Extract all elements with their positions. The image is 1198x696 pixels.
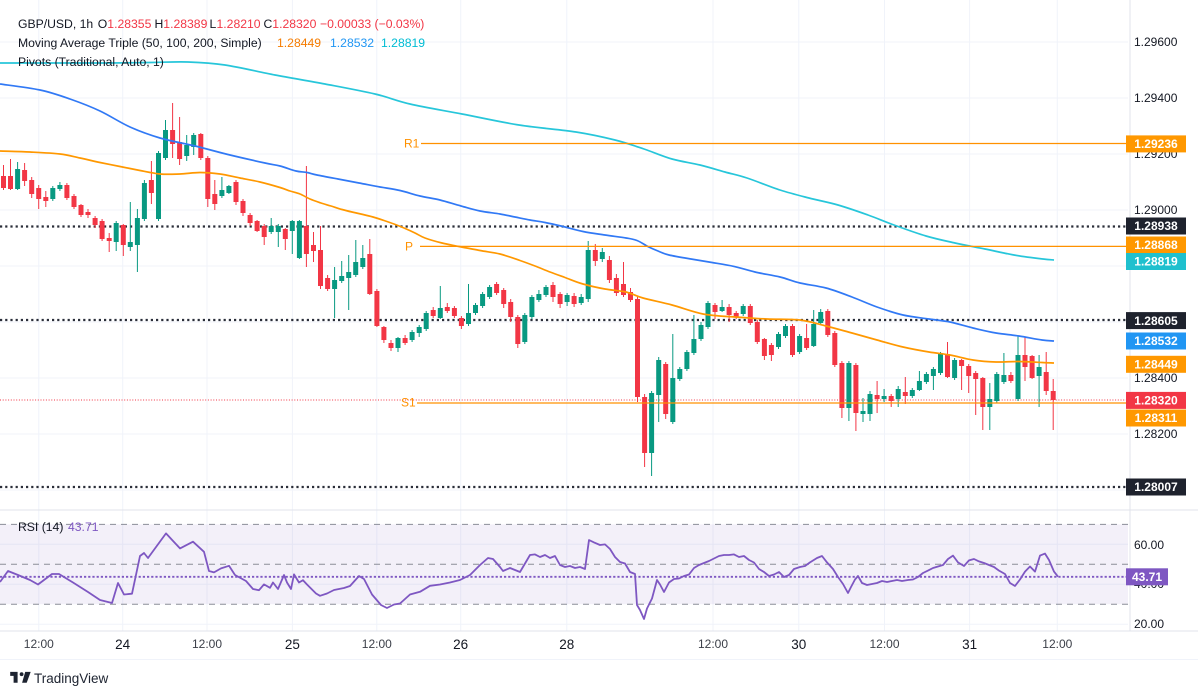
svg-text:25: 25 — [285, 637, 300, 652]
svg-text:GBP/USD, 1h: GBP/USD, 1h — [18, 17, 93, 31]
svg-text:1.29000: 1.29000 — [1134, 203, 1178, 217]
svg-text:1.28200: 1.28200 — [1134, 427, 1178, 441]
svg-text:Pivots (Traditional, Auto, 1): Pivots (Traditional, Auto, 1) — [18, 55, 164, 69]
svg-text:O: O — [98, 17, 107, 31]
svg-text:1.28210: 1.28210 — [217, 17, 261, 31]
svg-text:60.00: 60.00 — [1134, 538, 1164, 552]
svg-text:12:00: 12:00 — [869, 637, 899, 651]
svg-text:TradingView: TradingView — [34, 671, 109, 686]
svg-text:1.29600: 1.29600 — [1134, 35, 1178, 49]
svg-text:12:00: 12:00 — [362, 637, 392, 651]
svg-text:L: L — [210, 17, 217, 31]
svg-text:12:00: 12:00 — [1042, 637, 1072, 651]
svg-text:−0.00033 (−0.03%): −0.00033 (−0.03%) — [320, 17, 424, 31]
svg-text:26: 26 — [453, 637, 468, 652]
svg-text:R1: R1 — [404, 137, 420, 151]
svg-text:1.28389: 1.28389 — [163, 17, 207, 31]
svg-text:1.28449: 1.28449 — [277, 36, 321, 50]
svg-text:1.28400: 1.28400 — [1134, 371, 1178, 385]
svg-text:12:00: 12:00 — [192, 637, 222, 651]
svg-text:1.28320: 1.28320 — [1134, 394, 1178, 408]
svg-text:1.28532: 1.28532 — [330, 36, 374, 50]
svg-text:1.28605: 1.28605 — [1134, 314, 1178, 328]
svg-text:1.28868: 1.28868 — [1134, 238, 1178, 252]
svg-text:S1: S1 — [401, 396, 416, 410]
svg-text:43.71: 43.71 — [1132, 570, 1162, 584]
svg-text:1.28355: 1.28355 — [107, 17, 151, 31]
svg-text:1.28320: 1.28320 — [272, 17, 316, 31]
svg-text:30: 30 — [791, 637, 806, 652]
svg-text:12:00: 12:00 — [698, 637, 728, 651]
svg-text:1.28449: 1.28449 — [1134, 358, 1178, 372]
svg-text:H: H — [155, 17, 164, 31]
svg-text:1.28532: 1.28532 — [1134, 334, 1178, 348]
svg-text:1.28819: 1.28819 — [1134, 255, 1178, 269]
svg-text:C: C — [264, 17, 273, 31]
svg-text:RSI (14): RSI (14) — [18, 520, 63, 534]
svg-text:12:00: 12:00 — [24, 637, 54, 651]
svg-text:24: 24 — [115, 637, 131, 652]
svg-text:1.28819: 1.28819 — [381, 36, 425, 50]
svg-text:1.28007: 1.28007 — [1134, 480, 1178, 494]
svg-text:1.28311: 1.28311 — [1135, 411, 1178, 425]
svg-text:1.29236: 1.29236 — [1134, 137, 1178, 151]
svg-text:28: 28 — [559, 637, 574, 652]
svg-text:1.28938: 1.28938 — [1134, 219, 1178, 233]
svg-text:20.00: 20.00 — [1134, 617, 1164, 631]
svg-text:Moving Average Triple (50, 100: Moving Average Triple (50, 100, 200, Sim… — [18, 36, 262, 50]
svg-text:1.29400: 1.29400 — [1134, 91, 1178, 105]
svg-text:43.71: 43.71 — [68, 520, 99, 534]
svg-text:31: 31 — [962, 637, 977, 652]
svg-text:P: P — [405, 239, 413, 253]
